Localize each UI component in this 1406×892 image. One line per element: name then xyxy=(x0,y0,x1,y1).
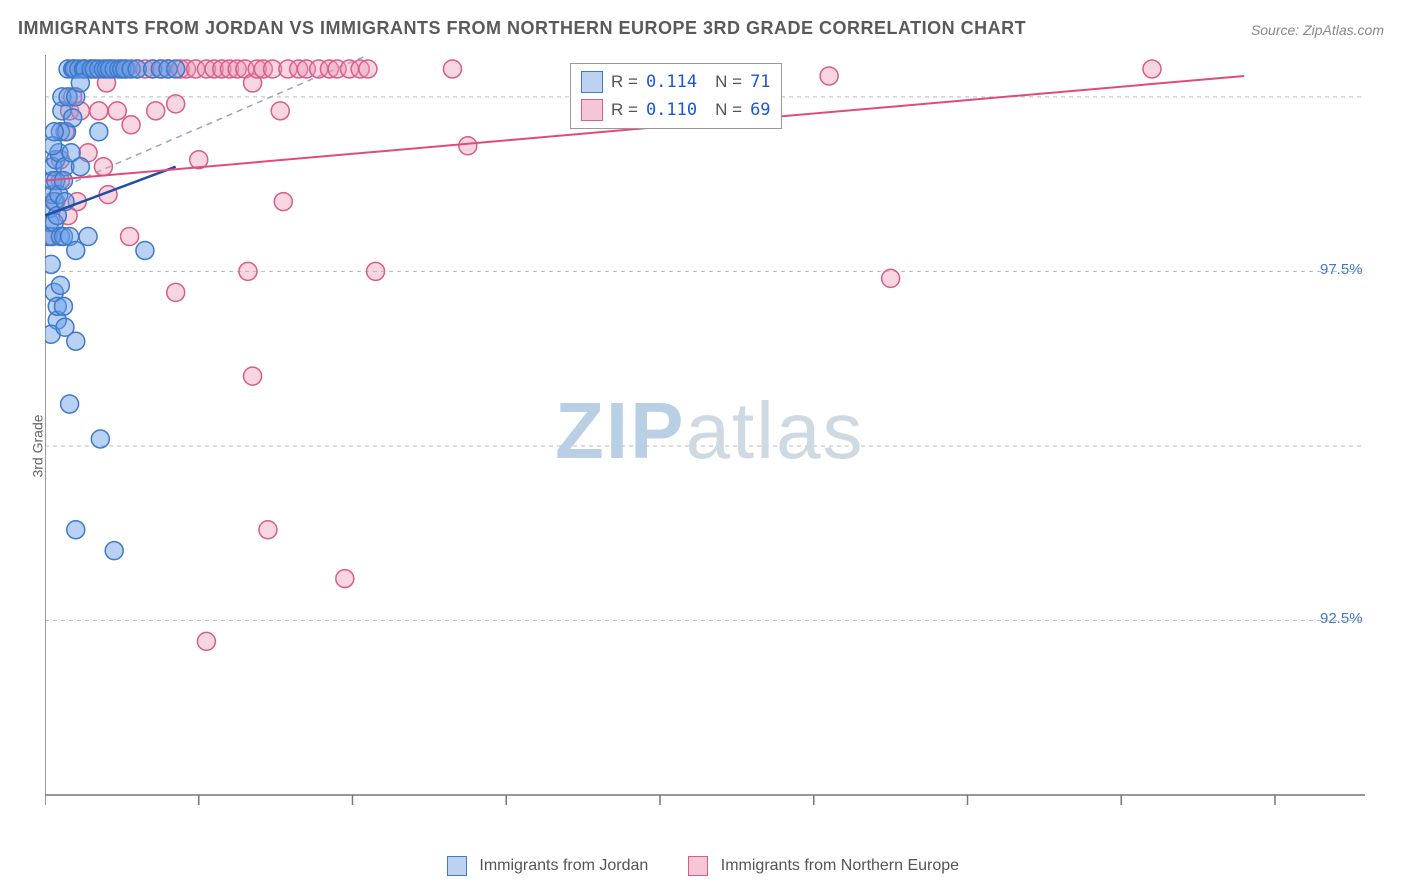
y-tick-label: 97.5% xyxy=(1320,261,1363,278)
swatch-b-icon xyxy=(688,856,708,876)
stats-legend-box: R = 0.114 N = 71 R = 0.110 N = 69 xyxy=(570,63,782,129)
label-N: N = xyxy=(715,68,742,96)
swatch-a-icon xyxy=(447,856,467,876)
legend-bottom: Immigrants from Jordan Immigrants from N… xyxy=(0,856,1406,876)
value-R-b: 0.110 xyxy=(646,96,697,124)
chart-area: ZIPatlas R = 0.114 N = 71 R = 0.110 N = … xyxy=(45,55,1385,815)
source-label: Source: ZipAtlas.com xyxy=(1251,22,1384,38)
scatter-chart xyxy=(45,55,1385,815)
legend-item-a: Immigrants from Jordan xyxy=(447,856,648,876)
label-R: R = xyxy=(611,68,638,96)
value-N-b: 69 xyxy=(750,96,770,124)
label-N: N = xyxy=(715,96,742,124)
y-axis-label: 3rd Grade xyxy=(30,414,46,477)
value-R-a: 0.114 xyxy=(646,68,697,96)
stats-row-a: R = 0.114 N = 71 xyxy=(581,68,771,96)
swatch-b-icon xyxy=(581,99,603,121)
label-R: R = xyxy=(611,96,638,124)
stats-row-b: R = 0.110 N = 69 xyxy=(581,96,771,124)
swatch-a-icon xyxy=(581,71,603,93)
value-N-a: 71 xyxy=(750,68,770,96)
chart-title: IMMIGRANTS FROM JORDAN VS IMMIGRANTS FRO… xyxy=(18,18,1026,39)
legend-item-b: Immigrants from Northern Europe xyxy=(688,856,959,876)
legend-label-a: Immigrants from Jordan xyxy=(479,857,648,874)
y-tick-label: 92.5% xyxy=(1320,610,1363,627)
legend-label-b: Immigrants from Northern Europe xyxy=(721,857,959,874)
